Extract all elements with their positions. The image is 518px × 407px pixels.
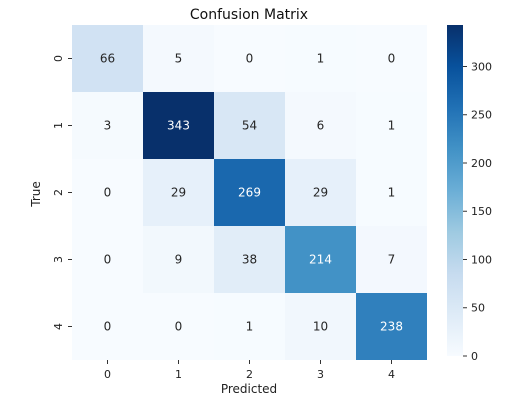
cell-value-label: 66	[100, 52, 115, 66]
heatmap-cell	[143, 226, 214, 293]
cell-value-label: 54	[242, 119, 257, 133]
y-tick-label: 1	[52, 122, 65, 129]
x-tick-label: 4	[388, 368, 395, 381]
heatmap-cell	[143, 293, 214, 360]
heatmap-cell	[356, 25, 427, 92]
cell-value-label: 9	[175, 253, 183, 267]
heatmap-cell	[285, 226, 356, 293]
x-tick-label: 1	[175, 368, 182, 381]
cell-value-label: 0	[246, 52, 254, 66]
cell-value-label: 38	[242, 253, 257, 267]
heatmap-cell	[285, 92, 356, 159]
y-tick-label: 3	[52, 256, 65, 263]
colorbar-tick-label: 300	[471, 60, 492, 73]
x-tick-label: 3	[317, 368, 324, 381]
heatmap-cell	[356, 92, 427, 159]
y-axis-title: True	[29, 181, 43, 208]
heatmap-cell	[356, 226, 427, 293]
colorbar-tick-label: 250	[471, 109, 492, 122]
heatmap-cell	[356, 293, 427, 360]
cell-value-label: 1	[246, 320, 254, 334]
cell-value-label: 29	[171, 186, 186, 200]
cell-value-label: 6	[317, 119, 325, 133]
heatmap-cell	[214, 293, 285, 360]
heatmap-cell	[72, 293, 143, 360]
heatmap-cell	[214, 25, 285, 92]
heatmap-cell	[214, 92, 285, 159]
y-axis-ticks: 0 1 2 3 4	[52, 55, 72, 330]
heatmap-cell	[72, 92, 143, 159]
cell-value-label: 1	[317, 52, 325, 66]
cell-value-label: 7	[388, 253, 396, 267]
cell-value-label: 0	[104, 186, 112, 200]
heatmap-cell	[285, 159, 356, 226]
heatmap-cell	[143, 92, 214, 159]
x-tick-label: 0	[104, 368, 111, 381]
cell-value-label: 0	[104, 253, 112, 267]
y-tick-label: 2	[52, 189, 65, 196]
heatmap-cell	[72, 226, 143, 293]
heatmap-cell	[143, 25, 214, 92]
x-tick-label: 2	[246, 368, 253, 381]
cell-value-label: 3	[104, 119, 112, 133]
x-axis-ticks: 0 1 2 3 4	[104, 360, 395, 381]
cell-value-label: 269	[238, 186, 261, 200]
cell-value-label: 0	[104, 320, 112, 334]
colorbar-tick-label: 150	[471, 205, 492, 218]
colorbar	[447, 25, 463, 356]
colorbar-ticks: 0 50 100 150 200 250 300	[463, 60, 492, 363]
cell-value-label: 1	[388, 186, 396, 200]
heatmap-cell	[356, 159, 427, 226]
heatmap-cell	[285, 293, 356, 360]
y-tick-label: 0	[52, 55, 65, 62]
colorbar-tick-label: 100	[471, 253, 492, 266]
cell-value-label: 10	[313, 320, 328, 334]
colorbar-tick-label: 0	[471, 350, 478, 363]
cell-value-label: 29	[313, 186, 328, 200]
heatmap-cell	[214, 159, 285, 226]
cell-value-label: 0	[175, 320, 183, 334]
colorbar-tick-label: 50	[471, 302, 485, 315]
cell-value-label: 214	[309, 253, 332, 267]
chart-title: Confusion Matrix	[190, 7, 308, 23]
colorbar-tick-label: 200	[471, 157, 492, 170]
heatmap-cell	[143, 159, 214, 226]
cell-value-label: 5	[175, 52, 183, 66]
x-axis-title: Predicted	[221, 382, 277, 396]
heatmap-cell	[214, 226, 285, 293]
heatmap-cell	[72, 159, 143, 226]
cell-value-label: 0	[388, 52, 396, 66]
cell-value-label: 238	[380, 320, 403, 334]
heatmap-cells: 66 5 0 1 03 343 54 6 10 29 269 29 10 9 38 214 70 0 1 10 238	[72, 25, 427, 360]
y-tick-label: 4	[52, 323, 65, 330]
heatmap-cell	[72, 25, 143, 92]
heatmap-cell	[285, 25, 356, 92]
cell-value-label: 343	[167, 119, 190, 133]
cell-value-label: 1	[388, 119, 396, 133]
